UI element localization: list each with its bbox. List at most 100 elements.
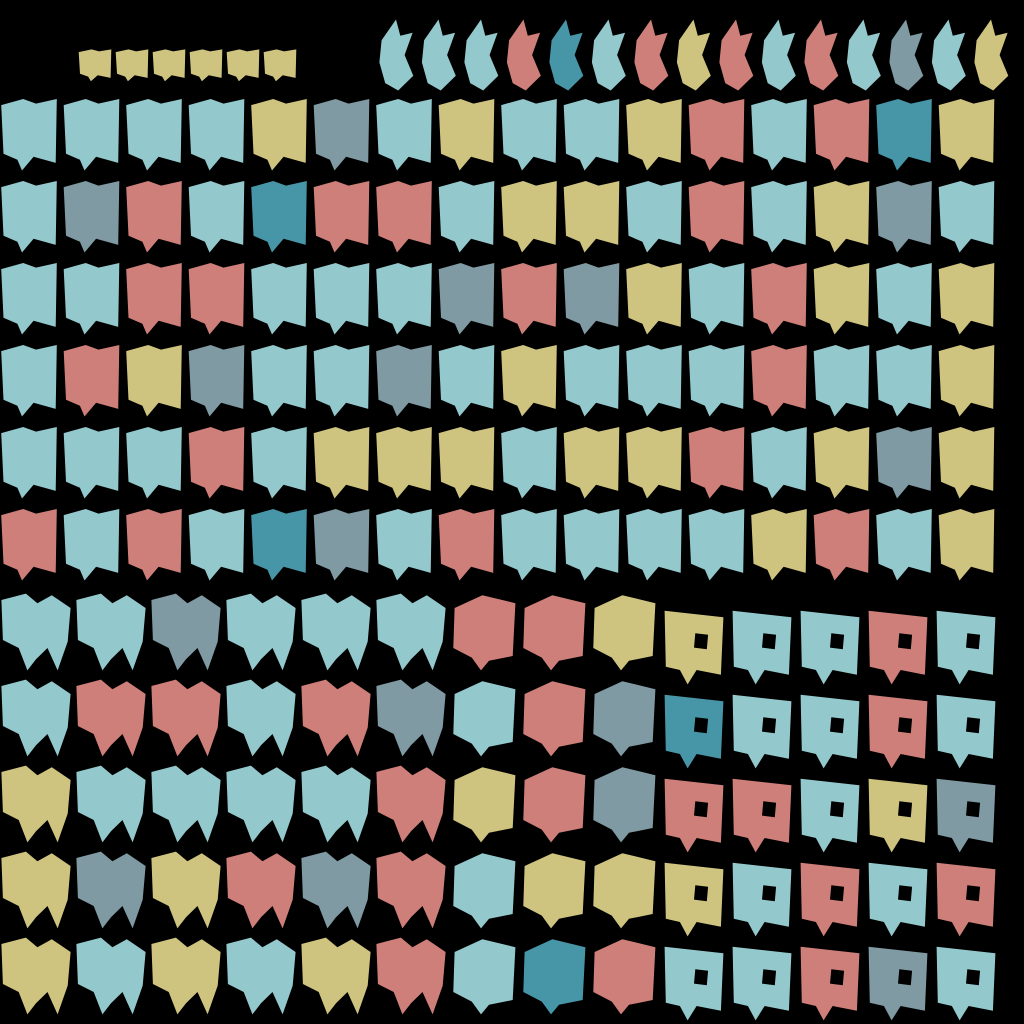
notched-block-tile bbox=[813, 345, 870, 417]
notched-block-tile bbox=[751, 509, 807, 581]
double-hook-tile bbox=[151, 679, 221, 757]
notched-block-tile bbox=[1, 181, 57, 253]
notched-block-tile bbox=[376, 345, 432, 417]
notched-block-tile bbox=[688, 345, 745, 417]
double-hook-tile bbox=[151, 851, 221, 929]
hooked-block-tile bbox=[523, 939, 586, 1015]
hooked-block-tile bbox=[523, 853, 586, 929]
notched-block-tile bbox=[501, 181, 557, 253]
window-block-tile bbox=[732, 862, 792, 937]
double-hook-tile bbox=[1, 593, 71, 671]
notched-block-tile bbox=[438, 345, 495, 417]
notched-block-tile bbox=[563, 345, 620, 417]
notched-block-tile bbox=[251, 263, 307, 335]
notched-block-tile bbox=[938, 427, 995, 499]
notched-block-tile bbox=[438, 509, 495, 581]
double-hook-tile bbox=[301, 937, 371, 1015]
notched-block-tile bbox=[126, 427, 182, 499]
hooked-block-tile bbox=[523, 595, 586, 671]
window-block-tile bbox=[936, 778, 996, 853]
window-block-tile bbox=[664, 946, 724, 1021]
notched-block-tile bbox=[1, 427, 57, 499]
hooked-block-tile bbox=[523, 681, 586, 757]
notched-block-tile bbox=[751, 427, 807, 499]
window-block-tile bbox=[868, 694, 928, 769]
window-block-tile bbox=[868, 778, 928, 853]
notched-block-tile bbox=[563, 427, 620, 499]
notched-block-tile bbox=[626, 345, 682, 417]
notched-block-tile bbox=[438, 427, 495, 499]
notched-block-tile bbox=[189, 49, 223, 82]
notched-block-tile bbox=[501, 509, 557, 581]
notched-block-tile bbox=[376, 181, 432, 253]
tall-spike-tile bbox=[804, 19, 839, 91]
notched-block-tile bbox=[751, 345, 807, 417]
double-hook-grid bbox=[1, 593, 446, 1015]
notched-block-tile bbox=[501, 345, 557, 417]
notched-block-tile bbox=[876, 263, 932, 335]
notched-block-tile bbox=[263, 49, 297, 82]
notched-block-tile bbox=[188, 181, 245, 253]
notched-block-tile bbox=[688, 263, 745, 335]
notched-block-tile bbox=[813, 99, 870, 171]
window-block-tile bbox=[936, 694, 996, 769]
notched-block-tile bbox=[126, 345, 182, 417]
notched-block-tile bbox=[813, 427, 870, 499]
notched-block-tile bbox=[688, 181, 745, 253]
window-block-tile bbox=[664, 778, 724, 853]
notched-block-tile bbox=[876, 345, 932, 417]
tall-spike-tile bbox=[634, 19, 669, 91]
notched-block-tile bbox=[115, 49, 149, 82]
window-block-tile bbox=[868, 946, 928, 1021]
notched-block-tile bbox=[501, 263, 557, 335]
notched-block-tile bbox=[126, 181, 182, 253]
double-hook-tile bbox=[376, 937, 446, 1015]
window-block-grid bbox=[664, 610, 996, 1021]
hooked-block-tile bbox=[593, 939, 656, 1015]
notched-block-tile bbox=[501, 99, 557, 171]
notched-block-tile bbox=[251, 427, 307, 499]
double-hook-tile bbox=[151, 593, 221, 671]
notched-block-tile bbox=[152, 49, 186, 82]
notched-block-tile bbox=[876, 509, 932, 581]
double-hook-tile bbox=[376, 765, 446, 843]
spike-strip bbox=[379, 19, 1009, 91]
notched-block-tile bbox=[876, 181, 932, 253]
notched-block-tile bbox=[938, 181, 995, 253]
window-block-tile bbox=[664, 862, 724, 937]
double-hook-tile bbox=[1, 937, 71, 1015]
window-block-tile bbox=[664, 610, 724, 685]
window-block-tile bbox=[936, 946, 996, 1021]
tall-spike-tile bbox=[421, 19, 456, 91]
window-block-tile bbox=[936, 610, 996, 685]
notched-block-tile bbox=[688, 427, 745, 499]
notched-block-tile bbox=[438, 181, 495, 253]
notched-block-tile bbox=[188, 345, 245, 417]
hooked-block-tile bbox=[453, 853, 516, 929]
notched-block-tile bbox=[188, 263, 245, 335]
window-block-tile bbox=[800, 694, 860, 769]
hooked-block-tile bbox=[593, 767, 656, 843]
notched-block-tile bbox=[78, 49, 112, 82]
double-hook-tile bbox=[151, 765, 221, 843]
notched-block-tile bbox=[313, 263, 370, 335]
notched-block-tile bbox=[126, 509, 182, 581]
double-hook-tile bbox=[76, 679, 146, 757]
notched-block-tile bbox=[501, 427, 557, 499]
hooked-block-tile bbox=[453, 939, 516, 1015]
double-hook-tile bbox=[376, 679, 446, 757]
tall-spike-tile bbox=[846, 19, 881, 91]
notched-block-tile bbox=[626, 99, 682, 171]
notched-block-tile bbox=[813, 181, 870, 253]
notched-block-tile bbox=[226, 49, 260, 82]
double-hook-tile bbox=[376, 593, 446, 671]
hooked-block-tile bbox=[593, 595, 656, 671]
tall-spike-tile bbox=[506, 19, 541, 91]
double-hook-tile bbox=[76, 765, 146, 843]
window-block-tile bbox=[800, 946, 860, 1021]
notched-block-tile bbox=[938, 263, 995, 335]
notched-block-tile bbox=[438, 263, 495, 335]
double-hook-tile bbox=[226, 679, 296, 757]
notched-block-tile bbox=[63, 345, 120, 417]
